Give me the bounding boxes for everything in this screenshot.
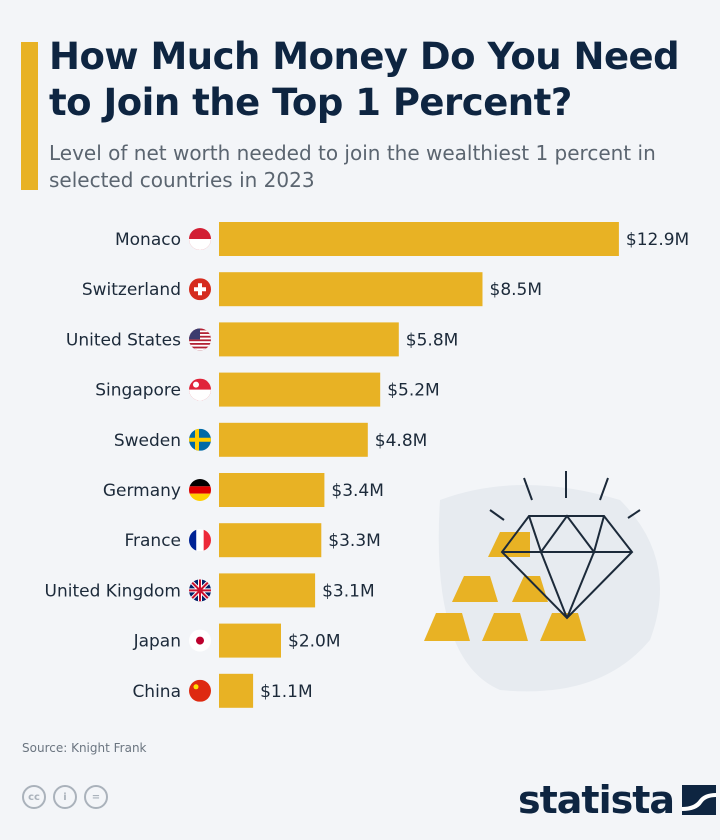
value-label: $1.1M <box>260 682 313 702</box>
cc-icon: cc <box>22 785 46 809</box>
category-label: United States <box>66 330 181 350</box>
gold-diamond-illustration <box>424 471 660 692</box>
flag-singapore-icon <box>189 378 211 401</box>
category-label: Monaco <box>115 230 181 250</box>
flag-germany-icon <box>189 479 211 501</box>
bar <box>219 422 368 457</box>
category-label: United Kingdom <box>45 581 181 601</box>
logo-text: statista <box>518 778 675 822</box>
value-label: $3.1M <box>322 581 375 601</box>
no-derivatives-icon: = <box>84 785 108 809</box>
flag-japan-icon <box>189 629 211 652</box>
flag-monaco-icon <box>189 228 211 250</box>
source-note: Source: Knight Frank <box>22 741 147 755</box>
category-label: Sweden <box>114 431 181 451</box>
chart-subtitle: Level of net worth needed to join the we… <box>49 141 656 192</box>
flag-sweden-icon <box>189 428 211 451</box>
bar <box>219 673 254 708</box>
license-icons: cc i = <box>22 785 108 809</box>
flag-united-states-icon <box>189 328 211 351</box>
value-label: $5.2M <box>387 381 440 401</box>
statista-logo: statista <box>518 778 717 822</box>
value-label: $3.4M <box>331 481 384 501</box>
statista-logo-icon <box>682 785 717 815</box>
category-label: China <box>132 682 181 702</box>
flag-china-icon <box>189 679 211 702</box>
value-label: $5.8M <box>406 330 459 350</box>
value-label: $8.5M <box>490 280 543 300</box>
value-label: $2.0M <box>288 632 341 652</box>
accent-bar <box>21 42 38 190</box>
diamond-icon <box>489 471 641 620</box>
category-label: France <box>124 531 181 551</box>
value-label: $3.3M <box>328 531 381 551</box>
bar <box>219 222 619 256</box>
value-label: $12.9M <box>626 230 689 250</box>
flag-switzerland-icon <box>189 278 211 301</box>
bar <box>219 473 325 507</box>
category-label: Switzerland <box>82 280 181 300</box>
bar <box>219 272 483 307</box>
bar <box>219 523 322 558</box>
category-label: Singapore <box>95 381 181 401</box>
gold-bars-icon <box>424 532 586 641</box>
flag-united-kingdom-icon <box>189 579 211 602</box>
category-label: Germany <box>103 481 181 501</box>
bar <box>219 372 381 407</box>
chart-title: How Much Money Do You Need to Join the T… <box>49 35 680 124</box>
flag-france-icon <box>189 529 211 552</box>
bar <box>219 573 316 608</box>
category-label: Japan <box>133 632 181 652</box>
attribution-icon: i <box>53 785 77 809</box>
bar <box>219 623 281 658</box>
value-label: $4.8M <box>375 431 428 451</box>
bar <box>219 322 399 357</box>
